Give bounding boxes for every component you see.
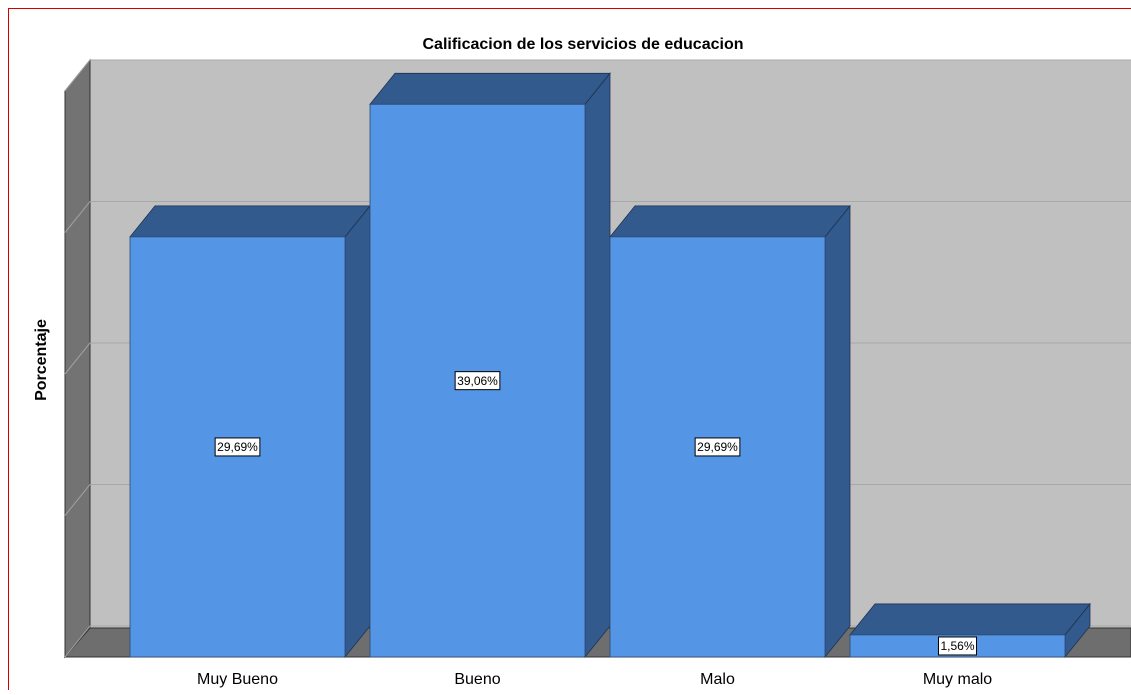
value-label: 39,06% bbox=[457, 374, 498, 388]
bar-top bbox=[370, 73, 610, 104]
bar-side bbox=[825, 206, 850, 657]
bar-top bbox=[130, 206, 370, 237]
x-tick-label: Malo bbox=[700, 671, 735, 688]
value-label: 1,56% bbox=[940, 639, 974, 653]
chart-title: Calificacion de los servicios de educaci… bbox=[422, 36, 743, 53]
bar-top bbox=[850, 604, 1090, 635]
bar-top bbox=[610, 206, 850, 237]
y-axis-label: Porcentaje bbox=[33, 319, 50, 401]
x-tick-label: Muy Bueno bbox=[197, 671, 278, 688]
value-label: 29,69% bbox=[217, 440, 258, 454]
x-tick-label: Muy malo bbox=[923, 671, 992, 688]
value-label: 29,69% bbox=[697, 440, 738, 454]
x-tick-label: Bueno bbox=[454, 671, 500, 688]
bar-side bbox=[345, 206, 370, 657]
bar-side bbox=[585, 73, 610, 657]
